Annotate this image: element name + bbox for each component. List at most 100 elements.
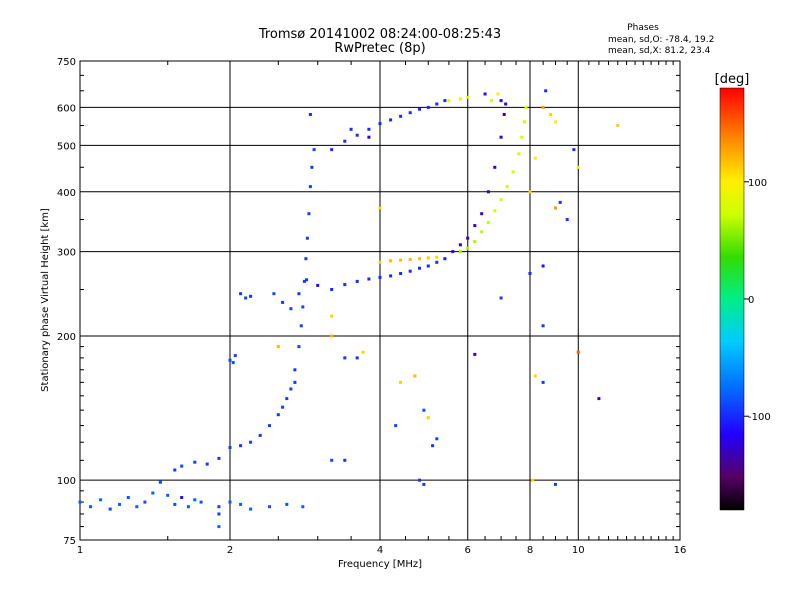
data-point <box>268 505 271 509</box>
data-point <box>108 507 112 511</box>
data-point <box>565 218 569 221</box>
data-point <box>217 525 221 529</box>
phases-heading: Phases <box>627 23 659 33</box>
x-tick-label: 2 <box>227 545 233 556</box>
data-point <box>458 97 462 101</box>
y-ticks: 75 100 200 300 400 500 600 750 <box>57 57 680 547</box>
colorbar-tick-label: 100 <box>748 178 767 189</box>
data-point <box>528 272 532 275</box>
data-point <box>435 260 439 264</box>
data-point <box>297 292 301 296</box>
x-tick-label: 4 <box>377 545 383 556</box>
data-point <box>418 107 421 111</box>
grid <box>80 61 680 540</box>
data-point <box>499 99 503 103</box>
data-point <box>483 92 487 96</box>
data-point <box>180 496 184 499</box>
data-point <box>301 505 305 509</box>
data-point <box>558 200 562 204</box>
data-point <box>523 120 526 124</box>
colorbar <box>719 87 745 511</box>
data-point <box>493 209 497 213</box>
data-point <box>528 190 532 194</box>
data-point <box>496 92 500 96</box>
data-point <box>239 444 243 448</box>
data-point <box>301 305 305 309</box>
data-point <box>541 324 545 328</box>
data-point <box>180 464 184 468</box>
y-axis-label: Stationary phase Virtual Height [km] <box>40 208 51 392</box>
data-point <box>435 255 439 259</box>
data-point <box>355 356 359 360</box>
data-point <box>228 358 232 362</box>
data-point <box>297 345 301 349</box>
x-axis-label: Frequency [MHz] <box>338 559 422 570</box>
data-point <box>413 374 417 378</box>
data-point <box>504 102 508 106</box>
data-point <box>399 258 403 262</box>
data-point <box>343 139 347 143</box>
data-point <box>173 502 177 506</box>
data-point <box>231 361 235 365</box>
chart-title: Tromsø 20141002 08:24:00-08:25:43 <box>258 27 501 42</box>
data-point <box>239 292 243 296</box>
data-point <box>378 260 382 264</box>
data-point <box>143 500 147 504</box>
data-point <box>466 246 470 250</box>
data-point <box>533 374 537 378</box>
data-point <box>304 257 308 261</box>
data-point <box>355 133 359 137</box>
data-point <box>418 478 421 482</box>
data-point <box>576 350 580 354</box>
data-point <box>249 507 253 511</box>
data-point <box>597 397 601 401</box>
data-point <box>305 278 309 282</box>
colorbar-tick-label: -100 <box>748 412 771 423</box>
data-point <box>418 257 421 261</box>
colorbar-ticks: 100 0 -100 <box>744 178 771 423</box>
data-point <box>378 122 382 126</box>
colorbar-tick-label: 0 <box>748 295 754 306</box>
data-point <box>308 185 312 189</box>
data-point <box>249 440 253 444</box>
x-ticks: 1 2 4 6 8 10 16 <box>77 61 686 556</box>
data-point <box>517 152 521 156</box>
data-point <box>447 99 451 103</box>
data-point <box>466 95 470 99</box>
data-point <box>408 269 412 273</box>
data-point <box>520 135 524 139</box>
data-point <box>511 170 515 174</box>
data-point <box>426 416 430 420</box>
data-point <box>451 250 455 254</box>
data-point <box>399 114 403 118</box>
data-point <box>394 424 398 428</box>
data-point <box>186 505 190 509</box>
data-point <box>533 156 537 160</box>
data-point <box>281 300 285 304</box>
data-point <box>473 240 477 243</box>
data-point <box>426 264 430 268</box>
data-point <box>310 165 314 169</box>
data-point <box>330 148 334 152</box>
data-point <box>193 460 197 464</box>
data-point <box>293 380 297 384</box>
data-point <box>408 257 412 261</box>
data-point <box>426 256 430 260</box>
data-point <box>544 89 548 93</box>
data-point <box>473 224 477 228</box>
x-tick-label: 6 <box>465 545 471 556</box>
data-point <box>249 294 253 298</box>
data-point <box>367 127 371 131</box>
data-point <box>199 500 203 504</box>
data-point <box>166 493 170 497</box>
data-point <box>268 424 271 428</box>
data-point <box>78 500 82 504</box>
data-point <box>305 236 309 240</box>
data-point <box>89 505 93 509</box>
data-point <box>217 456 221 460</box>
data-point <box>541 380 545 384</box>
y-tick-label: 100 <box>57 476 76 487</box>
x-tick-label: 8 <box>527 545 533 556</box>
data-point <box>408 111 412 115</box>
data-point <box>276 345 280 349</box>
